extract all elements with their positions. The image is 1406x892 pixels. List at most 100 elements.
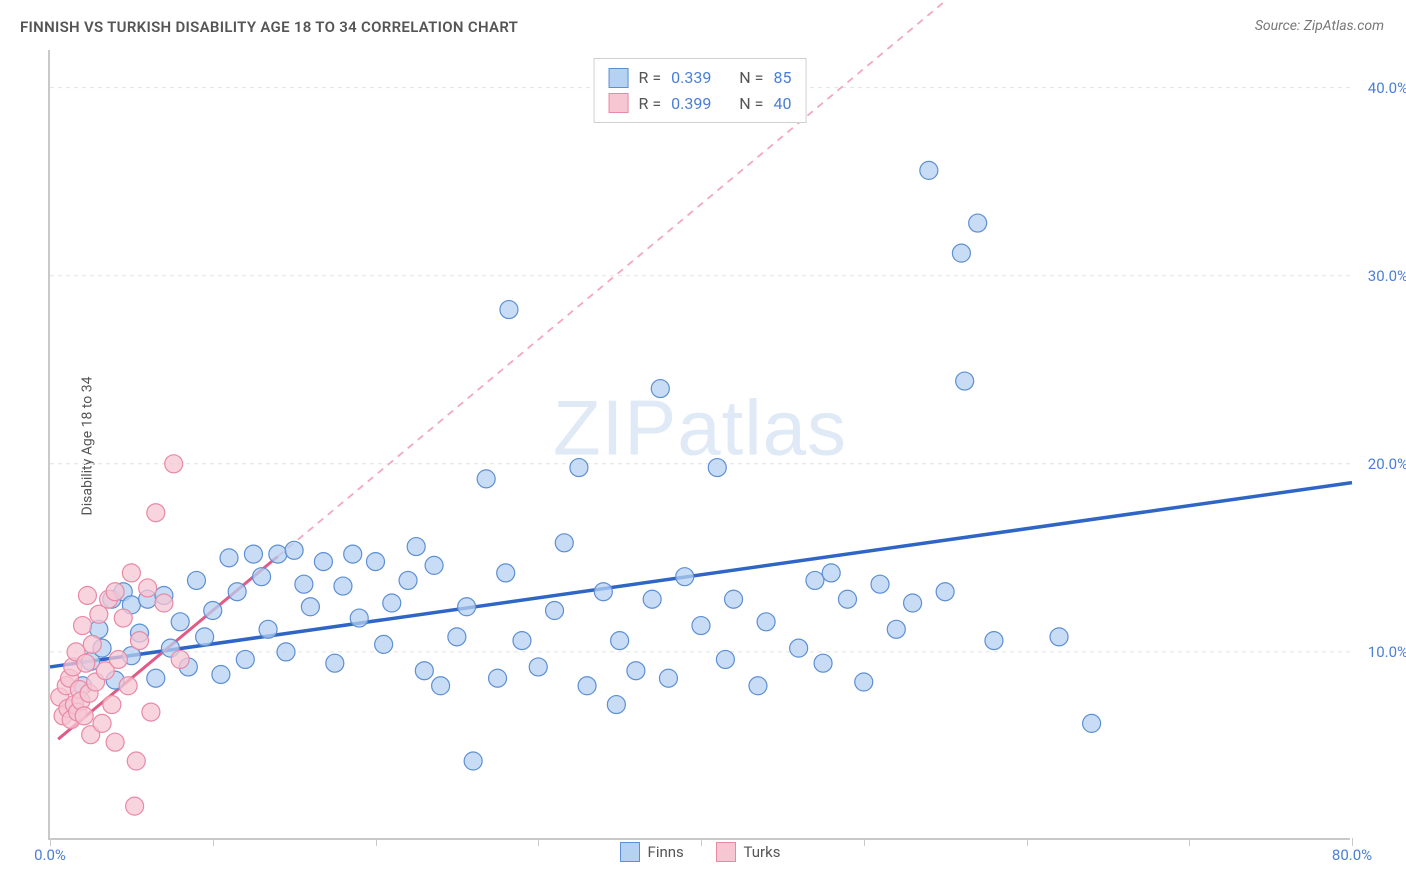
scatter-point-finn [607, 696, 625, 714]
legend-swatch-finn-bottom [620, 842, 640, 862]
scatter-point-finn [1050, 628, 1068, 646]
scatter-point-finn [196, 628, 214, 646]
scatter-point-finn [187, 571, 205, 589]
scatter-point-finn [367, 553, 385, 571]
scatter-point-turk [165, 455, 183, 473]
scatter-point-finn [383, 594, 401, 612]
scatter-point-turk [106, 583, 124, 601]
scatter-point-finn [253, 568, 271, 586]
legend-n-value-turk: 40 [773, 91, 791, 117]
chart-source: Source: ZipAtlas.com [1255, 18, 1384, 34]
scatter-point-turk [131, 632, 149, 650]
scatter-point-finn [855, 673, 873, 691]
scatter-point-turk [127, 752, 145, 770]
scatter-point-finn [806, 571, 824, 589]
scatter-point-finn [757, 613, 775, 631]
scatter-point-finn [350, 609, 368, 627]
legend-label-finns: Finns [648, 843, 684, 861]
y-tick-label: 10.0% [1368, 643, 1406, 661]
scatter-point-finn [838, 590, 856, 608]
legend-r-value-turk: 0.399 [671, 91, 711, 117]
scatter-point-turk [75, 707, 93, 725]
legend-r-label: R = [639, 91, 662, 117]
legend-n-value-finn: 85 [773, 65, 791, 91]
scatter-point-finn [500, 301, 518, 319]
scatter-point-turk [155, 594, 173, 612]
scatter-point-finn [594, 583, 612, 601]
scatter-point-finn [749, 677, 767, 695]
scatter-point-finn [301, 598, 319, 616]
scatter-point-finn [822, 564, 840, 582]
scatter-point-finn [147, 669, 165, 687]
scatter-point-turk [122, 564, 140, 582]
scatter-point-finn [204, 602, 222, 620]
y-tick-label: 40.0% [1368, 79, 1406, 97]
scatter-point-finn [334, 577, 352, 595]
scatter-point-turk [78, 586, 96, 604]
chart-svg [50, 50, 1350, 838]
legend-r-label: R = [639, 65, 662, 91]
scatter-point-finn [570, 459, 588, 477]
scatter-point-finn [244, 545, 262, 563]
scatter-point-finn [277, 643, 295, 661]
scatter-point-finn [529, 658, 547, 676]
legend-label-turks: Turks [744, 843, 781, 861]
scatter-point-finn [448, 628, 466, 646]
scatter-point-finn [269, 545, 287, 563]
scatter-point-finn [651, 380, 669, 398]
scatter-point-finn [887, 620, 905, 638]
y-tick-label: 20.0% [1368, 455, 1406, 473]
scatter-point-finn [375, 635, 393, 653]
scatter-point-finn [904, 594, 922, 612]
scatter-point-finn [489, 669, 507, 687]
scatter-point-finn [643, 590, 661, 608]
legend-series: Finns Turks [50, 842, 1350, 866]
scatter-point-finn [432, 677, 450, 695]
legend-row-turks: R = 0.399 N = 40 [609, 91, 792, 117]
scatter-point-finn [790, 639, 808, 657]
scatter-point-finn [952, 244, 970, 262]
scatter-point-finn [513, 632, 531, 650]
scatter-point-finn [659, 669, 677, 687]
scatter-point-finn [425, 556, 443, 574]
scatter-point-finn [458, 598, 476, 616]
scatter-point-finn [326, 654, 344, 672]
scatter-point-finn [725, 590, 743, 608]
scatter-point-finn [956, 372, 974, 390]
scatter-point-finn [399, 571, 417, 589]
scatter-point-finn [546, 602, 564, 620]
scatter-point-turk [126, 797, 144, 815]
scatter-point-finn [314, 553, 332, 571]
scatter-point-finn [871, 575, 889, 593]
scatter-point-finn [985, 632, 1003, 650]
scatter-point-finn [611, 632, 629, 650]
scatter-point-turk [109, 650, 127, 668]
legend-item-turks: Turks [716, 842, 781, 862]
scatter-point-turk [93, 714, 111, 732]
scatter-point-finn [220, 549, 238, 567]
scatter-point-turk [119, 677, 137, 695]
plot-area: ZIPatlas 10.0%20.0%30.0%40.0% 0.0%80.0% … [48, 50, 1350, 840]
scatter-point-finn [627, 662, 645, 680]
scatter-point-finn [285, 541, 303, 559]
scatter-point-finn [1083, 714, 1101, 732]
legend-row-finns: R = 0.339 N = 85 [609, 65, 792, 91]
scatter-point-finn [555, 534, 573, 552]
scatter-point-finn [259, 620, 277, 638]
chart-title: FINNISH VS TURKISH DISABILITY AGE 18 TO … [20, 18, 518, 36]
legend-n-label: N = [739, 91, 763, 117]
scatter-point-finn [578, 677, 596, 695]
scatter-point-finn [212, 665, 230, 683]
legend-correlation: R = 0.339 N = 85 R = 0.399 N = 40 [594, 58, 807, 123]
scatter-point-turk [147, 504, 165, 522]
scatter-point-finn [692, 617, 710, 635]
scatter-point-finn [497, 564, 515, 582]
legend-r-value-finn: 0.339 [671, 65, 711, 91]
scatter-point-finn [814, 654, 832, 672]
legend-swatch-turk-bottom [716, 842, 736, 862]
scatter-point-finn [228, 583, 246, 601]
scatter-point-finn [464, 752, 482, 770]
scatter-point-finn [936, 583, 954, 601]
legend-item-finns: Finns [620, 842, 684, 862]
legend-swatch-turk [609, 93, 629, 113]
